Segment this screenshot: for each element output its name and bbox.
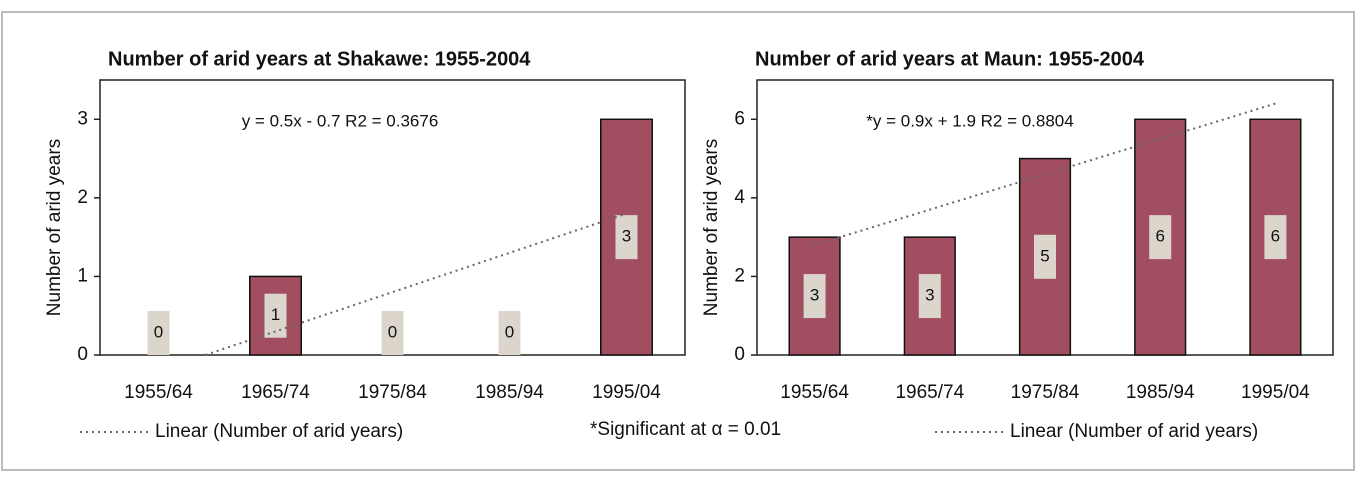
y-tick-label: 1 [77,265,88,286]
value-label: 1 [271,305,280,324]
y-tick-label: 2 [77,187,88,208]
x-tick-label: 1985/94 [1126,382,1195,403]
value-label: 0 [388,322,397,341]
note: *Significant at α = 0.01 [590,419,781,440]
value-label: 0 [154,322,163,341]
value-label: 3 [622,227,631,246]
annotation: y = 0.5x - 0.7 R2 = 0.3676 [242,111,439,130]
value-label: 0 [505,322,514,341]
x-tick-label: 1975/84 [358,382,427,403]
y-tick-label: 3 [77,108,88,129]
x-tick-label: 1955/64 [780,382,849,403]
value-label: 3 [810,286,819,305]
x-tick-label: 1975/84 [1011,382,1080,403]
y-axis-label: Number of arid years [44,139,65,316]
value-label: 6 [1155,227,1164,246]
bar [1249,118,1302,356]
x-tick-label: 1955/64 [124,382,193,403]
value-label-box [147,311,170,355]
value-label-box [918,274,941,319]
frame [1,11,1355,471]
value-label-box [381,311,404,355]
value-label-box [615,215,638,260]
legend-label: Linear (Number of arid years) [155,421,403,442]
x-tick-label: 1995/04 [1241,382,1310,403]
value-label-box [803,274,826,319]
chart-title: Number of arid years at Maun: 1955-2004 [755,48,1145,70]
x-tick-label: 1995/04 [592,382,661,403]
value-label: 6 [1271,227,1280,246]
y-tick-label: 0 [734,344,745,365]
trendline [814,102,1276,246]
value-label-box [1264,215,1287,260]
trendline [204,212,627,356]
y-tick-label: 4 [734,187,745,208]
value-label-box [1149,215,1172,260]
y-tick-label: 2 [734,265,745,286]
value-label: 3 [925,286,934,305]
value-label-box [498,311,521,355]
x-tick-label: 1965/74 [895,382,964,403]
value-label-box [1034,234,1056,279]
x-tick-label: 1965/74 [241,382,310,403]
legend-label: Linear (Number of arid years) [1010,421,1258,442]
y-tick-label: 0 [77,344,88,365]
x-tick-label: 1985/94 [475,382,544,403]
y-tick-label: 6 [734,108,745,129]
chart-title: Number of arid years at Shakawe: 1955-20… [108,48,531,70]
value-label: 5 [1040,246,1049,265]
y-axis-label: Number of arid years [701,139,722,316]
annotation: *y = 0.9x + 1.9 R2 = 0.8804 [866,111,1073,130]
value-label-box [264,293,287,338]
bar [600,118,653,356]
